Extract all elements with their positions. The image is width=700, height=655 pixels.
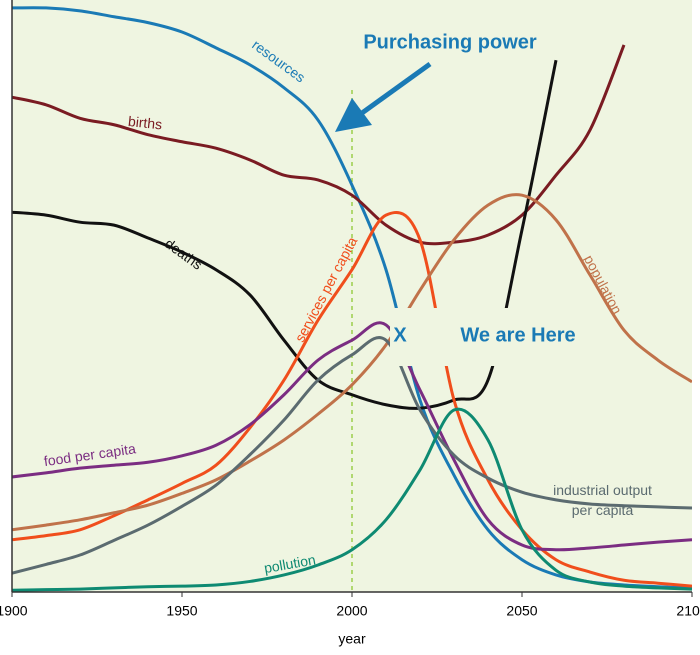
annotation-arrow bbox=[360, 61, 432, 116]
annotation: X bbox=[393, 324, 407, 346]
x-axis-label: year bbox=[338, 631, 366, 647]
annotation-backdrop bbox=[390, 308, 605, 366]
series-line bbox=[12, 193, 692, 532]
x-tick-label: 2050 bbox=[506, 603, 537, 619]
x-tick-label: 2100 bbox=[676, 603, 700, 619]
series-label: births bbox=[127, 113, 163, 132]
series-line bbox=[12, 336, 692, 575]
annotation: We are Here bbox=[460, 324, 575, 346]
x-tick-label: 1900 bbox=[0, 603, 28, 619]
annotation-arrowhead bbox=[335, 98, 372, 132]
x-tick-label: 2000 bbox=[336, 603, 367, 619]
series-label: industrial output per capita bbox=[553, 482, 652, 518]
plot-area bbox=[12, 6, 692, 592]
x-tick-label: 1950 bbox=[166, 603, 197, 619]
series-line bbox=[12, 59, 558, 410]
series-line bbox=[12, 321, 692, 552]
series-line bbox=[12, 407, 692, 592]
series-label-box: industrial output per capita bbox=[553, 482, 652, 518]
annotation: Purchasing power bbox=[363, 31, 537, 53]
